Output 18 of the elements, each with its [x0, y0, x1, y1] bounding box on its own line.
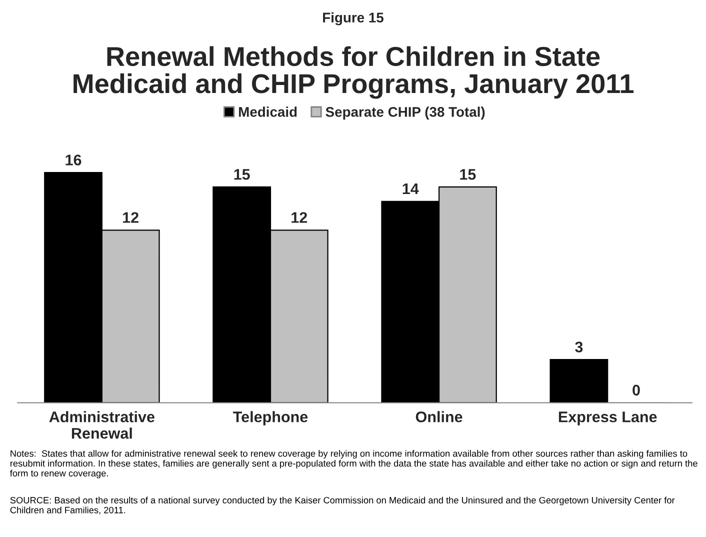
x-tick-label: Express Lane	[558, 412, 657, 426]
x-tick-label: Administrative Renewal	[49, 411, 154, 439]
data-label: 12	[123, 212, 138, 223]
data-label: 16	[66, 154, 82, 166]
data-label: 3	[575, 342, 583, 352]
legend-label: Medicaid	[239, 106, 297, 117]
chart-title: Renewal Methods for Children in State Medicaid and CHIP Programs, January 2011	[74, 46, 634, 99]
legend-label: Separate CHIP (38 Total)	[326, 106, 485, 120]
text: Notes: States that allow for administrative renewal seek to renew coverage by relying on income information available from other sources rather than asking families to resubmit information. In these states, families are generally sent a pre-populated form with the data the state has available and either take no action or sign and return the form to renew coverage.	[10, 450, 698, 478]
chart-subtitle: Figure 15	[323, 12, 384, 26]
data-label: 0	[632, 384, 640, 396]
x-tick-label: Telephone	[233, 411, 308, 426]
data-label: 15	[234, 169, 250, 180]
x-tick-label: Online	[416, 411, 462, 422]
data-label: 15	[460, 169, 476, 180]
source-note: SOURCE: Based on the results of a national survey conducted by the Kaiser Commission on Medicaid and the Uninsured and the Georgetown University Center for Children and Families, 2011.	[10, 496, 675, 514]
data-label: 14	[402, 184, 419, 194]
data-label: 12	[292, 212, 308, 223]
